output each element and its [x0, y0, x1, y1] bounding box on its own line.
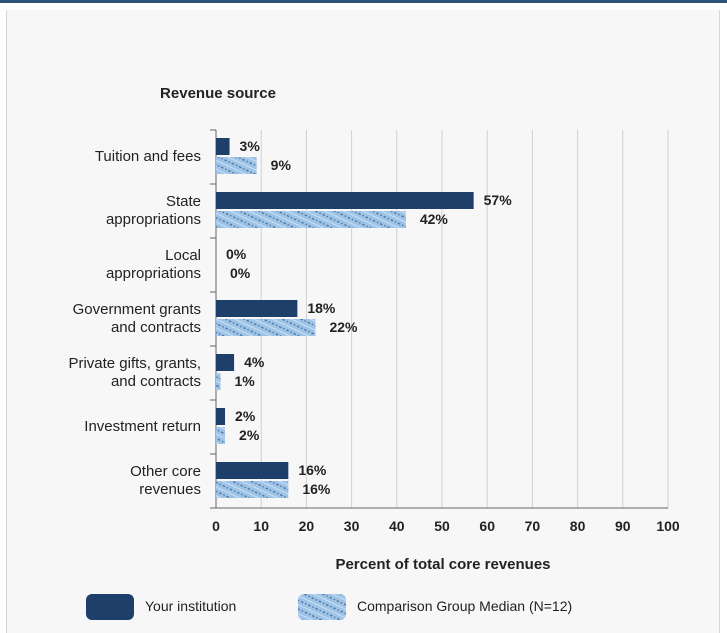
- category-label: and contracts: [111, 373, 201, 390]
- bar-comparison-group: [216, 481, 289, 498]
- category-label: appropriations: [106, 265, 201, 282]
- legend-label-comparison-group: Comparison Group Median (N=12): [357, 598, 572, 614]
- legend-swatch-comparison-group: [298, 594, 346, 620]
- data-label: 18%: [307, 300, 336, 316]
- bar-comparison-group: [216, 211, 406, 228]
- x-tick-label: 20: [299, 518, 315, 534]
- bar-comparison-group: [216, 157, 257, 174]
- category-label: revenues: [139, 481, 201, 498]
- x-tick-label: 50: [434, 518, 450, 534]
- category-label: Local: [165, 247, 201, 264]
- x-tick-label: 30: [344, 518, 360, 534]
- bar-your-institution: [216, 408, 226, 425]
- data-label: 9%: [271, 157, 292, 173]
- category-label: Tuition and fees: [95, 148, 201, 165]
- x-tick-label: 100: [656, 518, 680, 534]
- data-label: 42%: [420, 211, 449, 227]
- category-label: appropriations: [106, 211, 201, 228]
- bar-comparison-group: [216, 427, 226, 444]
- data-label: 16%: [298, 462, 327, 478]
- x-tick-label: 60: [479, 518, 495, 534]
- data-label: 3%: [240, 138, 261, 154]
- x-tick-labels: 0 10 20 30 40 50 60 70 80 90 100: [212, 518, 680, 534]
- data-label: 4%: [244, 354, 265, 370]
- category-label: Other core: [130, 463, 201, 480]
- x-tick-label: 0: [212, 518, 220, 534]
- data-label: 57%: [484, 192, 513, 208]
- data-label: 16%: [302, 481, 331, 497]
- bar-your-institution: [216, 138, 230, 155]
- category-label: Government grants: [73, 301, 201, 318]
- bar-your-institution: [216, 462, 289, 479]
- data-label: 1%: [235, 373, 256, 389]
- x-axis-title: Percent of total core revenues: [335, 556, 550, 573]
- bar-your-institution: [216, 300, 298, 317]
- x-tick-label: 40: [389, 518, 405, 534]
- bar-comparison-group: [216, 319, 316, 336]
- data-label: 0%: [230, 265, 251, 281]
- chart-title: Revenue source: [160, 85, 276, 102]
- legend: Your institution Comparison Group Median…: [86, 594, 572, 620]
- data-label: 0%: [226, 246, 247, 262]
- bars: 3% 9% 57% 42% 0% 0% 18% 22% 4% 1% 2% 2% 16% 16%: [216, 138, 512, 498]
- category-label: Private gifts, grants,: [68, 355, 201, 372]
- category-label: Investment return: [84, 418, 201, 435]
- data-label: 2%: [235, 408, 256, 424]
- bar-your-institution: [216, 354, 235, 371]
- legend-swatch-your-institution: [86, 594, 134, 620]
- x-tick-label: 80: [570, 518, 586, 534]
- x-tick-label: 10: [253, 518, 269, 534]
- x-tick-label: 90: [615, 518, 631, 534]
- x-tick-label: 70: [525, 518, 541, 534]
- bar-your-institution: [216, 192, 474, 209]
- category-label: State: [166, 193, 201, 210]
- category-label: and contracts: [111, 319, 201, 336]
- category-labels: Tuition and feesStateappropriationsLocal…: [68, 148, 201, 498]
- data-label: 22%: [329, 319, 358, 335]
- legend-label-your-institution: Your institution: [145, 598, 236, 614]
- chart-panel: [6, 10, 720, 633]
- data-label: 2%: [239, 427, 260, 443]
- bar-comparison-group: [216, 373, 221, 390]
